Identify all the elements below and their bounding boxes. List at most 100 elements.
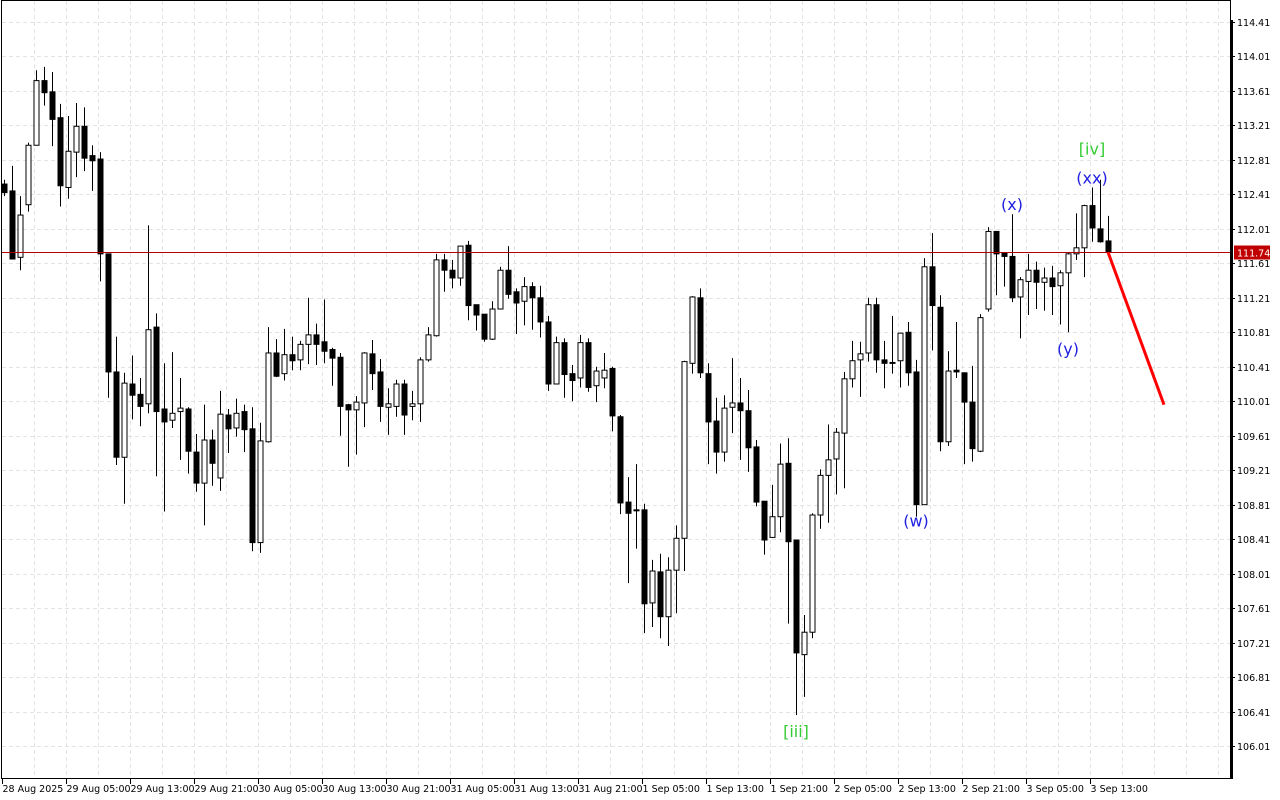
candle <box>569 365 576 402</box>
candle-body-bull <box>577 342 584 379</box>
price-tick-label: 113.21 <box>1237 121 1270 132</box>
candle-body-bear <box>209 439 216 464</box>
candle <box>977 314 984 453</box>
price-tick-label: 112.81 <box>1237 156 1270 167</box>
candle-body-bull <box>729 402 736 408</box>
candle-body-bear <box>937 306 944 443</box>
candle-body-bull <box>73 125 80 153</box>
price-tick-label: 114.01 <box>1237 52 1270 63</box>
candle <box>345 403 352 467</box>
candle <box>753 440 760 507</box>
time-tick-label: 31 Aug 13:00 <box>515 784 579 795</box>
candle <box>233 398 240 437</box>
candle-body-bear <box>529 286 536 299</box>
candle-body-bull <box>1065 253 1072 274</box>
candle <box>521 277 528 326</box>
time-tick-label: 31 Aug 21:00 <box>579 784 643 795</box>
candle-body-bull <box>457 245 464 279</box>
current-price-value: 111.74 <box>1237 249 1270 260</box>
candle <box>913 359 920 517</box>
candle <box>441 253 448 292</box>
candle <box>585 338 592 392</box>
candle-body-bear <box>329 349 336 359</box>
candle-body-bear <box>449 269 456 279</box>
candle <box>1033 261 1040 310</box>
candle <box>97 152 104 282</box>
candle <box>481 313 488 342</box>
candle <box>257 422 264 553</box>
time-tick-label: 1 Sep 13:00 <box>707 784 764 795</box>
candle-body-bear <box>1105 240 1112 253</box>
candle <box>849 340 856 388</box>
candle <box>769 484 776 538</box>
time-tick-label: 29 Aug 05:00 <box>67 784 131 795</box>
forecast-arrow-line[interactable] <box>1106 251 1166 406</box>
candle <box>1017 277 1024 339</box>
candle <box>857 341 864 397</box>
candle-body-bear <box>57 117 64 187</box>
time-tick-label: 3 Sep 05:00 <box>1027 784 1084 795</box>
candle-body-bear <box>1097 228 1104 243</box>
price-axis[interactable]: 114.41 114.01 113.61 113.21 112.81 112.41 112.… <box>1232 18 1270 753</box>
candle <box>161 363 168 512</box>
candle <box>601 352 608 389</box>
candle <box>57 103 64 207</box>
time-axis[interactable]: 28 Aug 2025 29 Aug 05:00 29 Aug 13:00 29 Au… <box>2 779 1148 795</box>
candle <box>961 372 968 465</box>
candle <box>833 427 840 495</box>
candle <box>561 338 568 398</box>
candle <box>1065 252 1072 333</box>
candle-body-bull <box>1017 279 1024 298</box>
candle <box>593 366 600 403</box>
candle <box>945 351 952 447</box>
candle-body-bull <box>425 334 432 361</box>
candle <box>497 266 504 310</box>
candle-body-bear <box>161 408 168 423</box>
candle <box>793 539 800 715</box>
candle <box>609 366 616 432</box>
candle-body-bull <box>553 342 560 385</box>
candle-body-bull <box>897 332 904 362</box>
time-tick-label: 1 Sep 21:00 <box>771 784 828 795</box>
candle-body-bear <box>369 353 376 375</box>
price-tick-label: 110.81 <box>1237 328 1270 339</box>
candle <box>369 340 376 391</box>
candle-body-bear <box>657 571 664 618</box>
candle-body-bear <box>737 402 744 412</box>
candle <box>281 328 288 381</box>
time-tick-label: 29 Aug 21:00 <box>195 784 259 795</box>
candle <box>881 340 888 389</box>
candle <box>865 297 872 362</box>
price-tick-label: 110.01 <box>1237 397 1270 408</box>
candle <box>473 304 480 331</box>
candle-body-bear <box>585 342 592 388</box>
plot-frame <box>1 0 1231 779</box>
candle-body-bear <box>1089 205 1096 229</box>
candle <box>665 557 672 647</box>
candle <box>1041 267 1048 311</box>
candle-body-bull <box>233 412 240 429</box>
candle-body-bear <box>905 331 912 374</box>
candle <box>937 295 944 452</box>
candle-body-bear <box>913 371 920 506</box>
candle-body-bull <box>433 259 440 337</box>
candle-body-bear <box>273 352 280 377</box>
candle <box>1105 215 1112 253</box>
candle-body-bull <box>497 269 504 310</box>
candle-body-bear <box>1001 252 1008 257</box>
candle <box>81 107 88 172</box>
candle <box>985 227 992 312</box>
candle-body-bear <box>705 373 712 423</box>
candle <box>241 404 248 453</box>
candle-body-bear <box>473 304 480 316</box>
candle-body-bear <box>41 80 48 94</box>
candle-body-bear <box>249 428 256 544</box>
time-tick-label: 31 Aug 05:00 <box>451 784 515 795</box>
candle-body-bear <box>105 253 112 373</box>
candle-body-bull <box>945 370 952 443</box>
candle <box>785 438 792 624</box>
candle <box>825 424 832 523</box>
price-tick-label: 111.61 <box>1237 259 1270 270</box>
candle <box>673 525 680 614</box>
